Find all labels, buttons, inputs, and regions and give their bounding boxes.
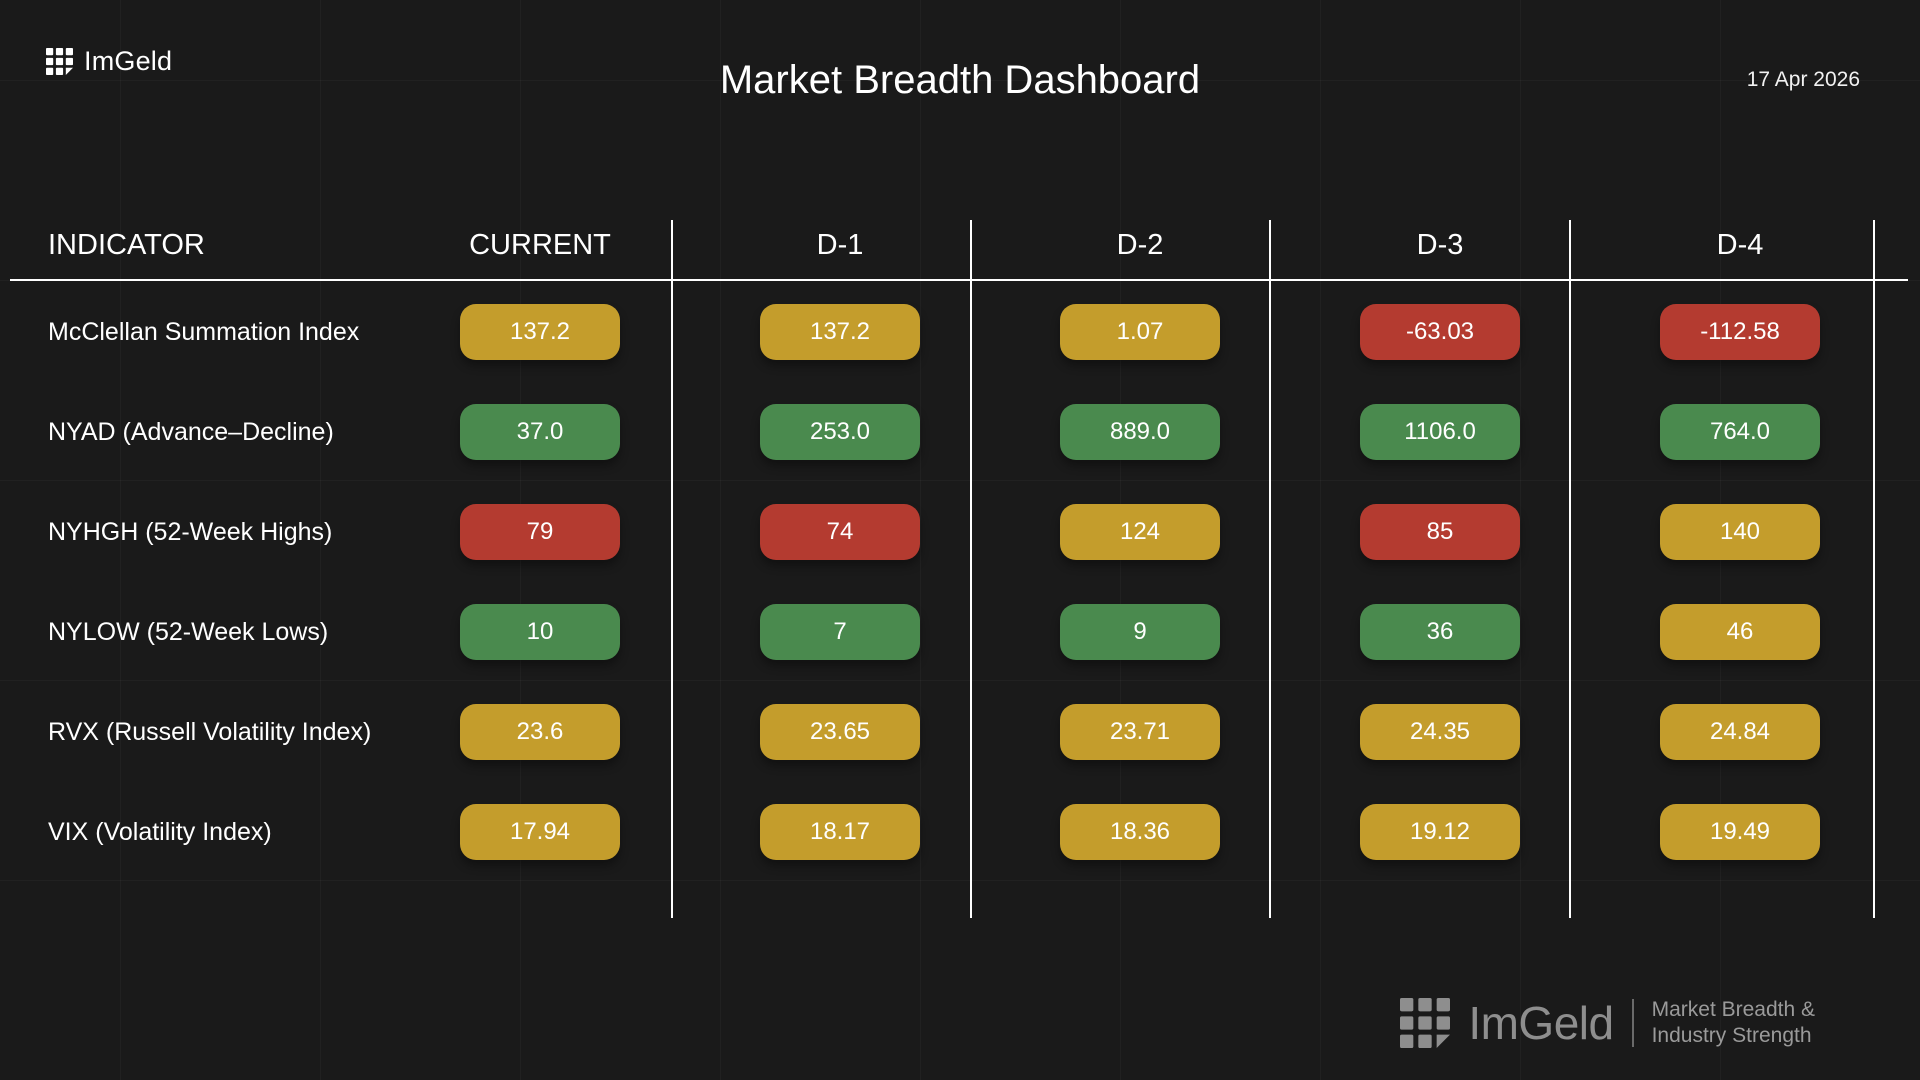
value-pill: 1106.0: [1360, 404, 1520, 460]
value-pill: 24.35: [1360, 704, 1520, 760]
column-divider-2: [970, 220, 972, 918]
footer-tagline-line1: Market Breadth &: [1651, 998, 1815, 1022]
column-header-d-2: D-2: [1116, 229, 1164, 261]
column-header-d-4: D-4: [1716, 229, 1764, 261]
column-header-d-3: D-3: [1416, 229, 1464, 261]
value-pill: 24.84: [1660, 704, 1820, 760]
value-pill: 46: [1660, 604, 1820, 660]
footer-tagline: Market Breadth & Industry Strength: [1652, 997, 1815, 1048]
value-pill: 140: [1660, 504, 1820, 560]
value-pill: 137.2: [460, 304, 620, 360]
indicator-label: NYLOW (52-Week Lows): [48, 618, 329, 646]
value-pill: 137.2: [760, 304, 920, 360]
footer-grid-logo-icon: [1400, 998, 1451, 1048]
value-pill: -63.03: [1360, 304, 1520, 360]
footer-brand-name: ImGeld: [1468, 997, 1614, 1049]
value-pill: 7: [760, 604, 920, 660]
column-header-current: CURRENT: [469, 229, 611, 261]
column-header-d-1: D-1: [816, 229, 864, 261]
footer-divider: [1631, 999, 1634, 1047]
value-pill: 23.6: [460, 704, 620, 760]
value-pill: 764.0: [1660, 404, 1820, 460]
indicator-label: NYAD (Advance–Decline): [48, 418, 334, 446]
value-pill: 253.0: [760, 404, 920, 460]
indicator-label: McClellan Summation Index: [48, 318, 360, 346]
column-header-indicator: INDICATOR: [48, 229, 205, 261]
value-pill: 17.94: [460, 804, 620, 860]
indicator-label: VIX (Volatility Index): [48, 818, 272, 846]
column-divider-4: [1569, 220, 1571, 918]
value-pill: -112.58: [1660, 304, 1820, 360]
value-pill: 19.49: [1660, 804, 1820, 860]
column-divider-5: [1873, 220, 1875, 918]
value-pill: 36: [1360, 604, 1520, 660]
footer-tagline-line2: Industry Strength: [1651, 1024, 1812, 1047]
footer-brand: ImGeld Market Breadth & Industry Strengt…: [1400, 996, 1815, 1050]
value-pill: 18.17: [760, 804, 920, 860]
value-pill: 79: [460, 504, 620, 560]
header-underline: [10, 279, 1908, 281]
value-pill: 9: [1060, 604, 1220, 660]
indicator-label: RVX (Russell Volatility Index): [48, 718, 372, 746]
brand-name: ImGeld: [84, 46, 173, 76]
value-pill: 23.71: [1060, 704, 1220, 760]
value-pill: 74: [760, 504, 920, 560]
column-divider-1: [671, 220, 673, 918]
column-divider-3: [1269, 220, 1271, 918]
value-pill: 1.07: [1060, 304, 1220, 360]
value-pill: 10: [460, 604, 620, 660]
report-date: 17 Apr 2026: [1746, 68, 1860, 91]
indicator-label: NYHGH (52-Week Highs): [48, 518, 333, 546]
grid-logo-icon: [46, 48, 73, 75]
value-pill: 124: [1060, 504, 1220, 560]
value-pill: 23.65: [760, 704, 920, 760]
value-pill: 19.12: [1360, 804, 1520, 860]
brand-logo: ImGeld: [46, 46, 172, 77]
value-pill: 85: [1360, 504, 1520, 560]
page-title: Market Breadth Dashboard: [719, 58, 1201, 102]
value-pill: 37.0: [460, 404, 620, 460]
value-pill: 889.0: [1060, 404, 1220, 460]
value-pill: 18.36: [1060, 804, 1220, 860]
